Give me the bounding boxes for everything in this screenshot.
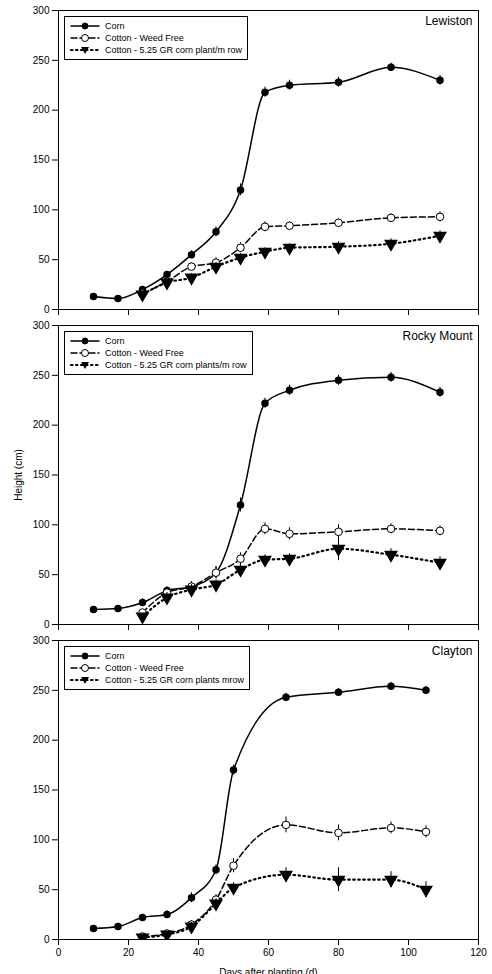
svg-text:40: 40: [193, 947, 205, 958]
svg-text:100: 100: [33, 204, 50, 215]
html-text:Corn: Corn: [105, 336, 125, 346]
html-text:Cotton - 5.25 GR corn plant/m: Cotton - 5.25 GR corn plant/m row: [105, 45, 243, 55]
svg-text:Days after planting (d): Days after planting (d): [219, 967, 317, 974]
html-text:Cotton - 5.25 GR corn plants/m: Cotton - 5.25 GR corn plants/m row: [105, 360, 247, 370]
html-text:Corn: Corn: [105, 651, 125, 661]
svg-text:0: 0: [44, 304, 50, 315]
svg-text:100: 100: [33, 519, 50, 530]
html-text:Cotton - Weed Free: Cotton - Weed Free: [105, 348, 184, 358]
svg-text:0: 0: [44, 619, 50, 630]
svg-text:300: 300: [33, 635, 50, 646]
svg-text:50: 50: [38, 254, 50, 265]
svg-text:0: 0: [44, 934, 50, 945]
svg-text:Lewiston: Lewiston: [425, 14, 472, 28]
svg-text:300: 300: [33, 5, 50, 16]
svg-text:150: 150: [33, 469, 50, 480]
svg-text:200: 200: [33, 734, 50, 745]
svg-text:60: 60: [263, 947, 275, 958]
svg-text:Clayton: Clayton: [432, 644, 473, 658]
svg-text:Rocky Mount: Rocky Mount: [402, 329, 473, 343]
svg-text:80: 80: [333, 947, 345, 958]
html-text:Cotton - Weed Free: Cotton - Weed Free: [105, 33, 184, 43]
svg-text:100: 100: [400, 947, 417, 958]
svg-text:250: 250: [33, 685, 50, 696]
svg-text:300: 300: [33, 320, 50, 331]
html-text:Cotton - Weed Free: Cotton - Weed Free: [105, 663, 184, 673]
svg-text:120: 120: [470, 947, 487, 958]
svg-text:200: 200: [33, 419, 50, 430]
svg-text:150: 150: [33, 784, 50, 795]
svg-text:20: 20: [123, 947, 135, 958]
svg-text:Height (cm): Height (cm): [13, 449, 24, 501]
svg-text:250: 250: [33, 55, 50, 66]
svg-text:100: 100: [33, 834, 50, 845]
svg-text:200: 200: [33, 104, 50, 115]
svg-text:150: 150: [33, 154, 50, 165]
svg-text:50: 50: [38, 884, 50, 895]
html-text:Cotton - 5.25 GR corn plants m: Cotton - 5.25 GR corn plants mrow: [105, 675, 245, 685]
svg-text:250: 250: [33, 370, 50, 381]
html-text:Corn: Corn: [105, 21, 125, 31]
svg-text:50: 50: [38, 569, 50, 580]
svg-text:0: 0: [56, 947, 62, 958]
